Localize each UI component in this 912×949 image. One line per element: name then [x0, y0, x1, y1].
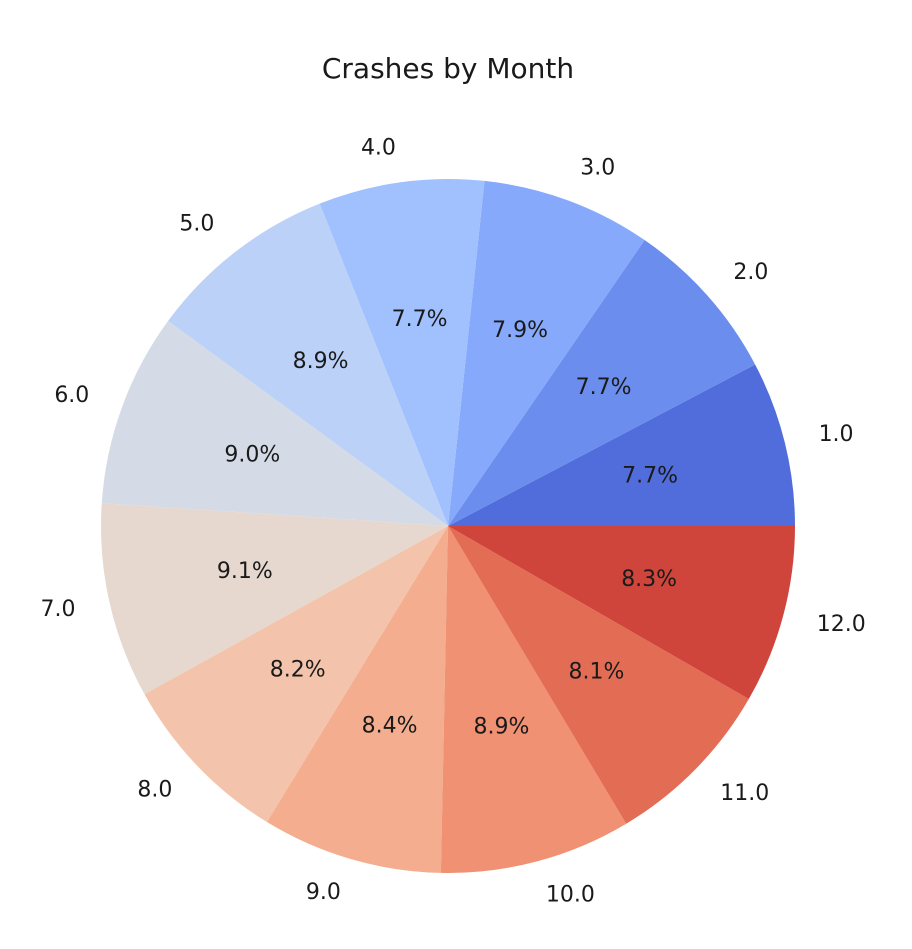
slice-percent-label: 7.9%: [492, 318, 548, 343]
slice-category-label: 10.0: [546, 882, 595, 907]
slice-percent-label: 7.7%: [622, 464, 678, 489]
slice-percent-label: 8.9%: [473, 715, 529, 740]
slice-category-label: 5.0: [179, 212, 214, 237]
slice-percent-label: 8.3%: [621, 567, 677, 592]
percent-labels: 7.7% 7.7% 7.9% 7.7% 8.9% 9.0% 9.1% 8.2% 8.4% 8.9%…: [217, 307, 678, 739]
slice-category-label: 6.0: [54, 383, 89, 408]
slice-category-label: 4.0: [361, 135, 396, 160]
pie-slice-10.0: [440, 526, 627, 873]
pie-slice-4.0: [319, 179, 485, 526]
slice-category-label: 7.0: [41, 597, 76, 622]
slice-percent-label: 9.0%: [224, 442, 280, 467]
slice-percent-label: 8.4%: [362, 713, 418, 738]
slice-percent-label: 8.2%: [270, 658, 326, 683]
pie-slice-8.0: [144, 526, 448, 823]
slice-percent-label: 7.7%: [576, 375, 632, 400]
pie-slice-7.0: [101, 503, 449, 695]
slice-category-label: 3.0: [580, 155, 615, 180]
slice-category-label: 2.0: [733, 260, 768, 285]
slice-category-label: 1.0: [819, 422, 854, 447]
pie-slice-5.0: [168, 203, 448, 526]
slice-percent-label: 8.9%: [293, 349, 349, 374]
pie-slice-12.0: [448, 526, 795, 700]
category-labels: 1.0 2.0 3.0 4.0 5.0 6.0 7.0 8.0 9.0 10.0 11.0 12.0: [41, 135, 866, 907]
pie-slice-9.0: [266, 526, 448, 873]
slice-percent-label: 8.1%: [569, 659, 625, 684]
pie-slice-11.0: [448, 526, 749, 824]
pie-slice-2.0: [448, 240, 756, 526]
slice-category-label: 12.0: [817, 612, 866, 637]
slice-percent-label: 9.1%: [217, 559, 273, 584]
pie-wedges: [101, 179, 795, 873]
slice-percent-label: 7.7%: [392, 307, 448, 332]
slice-category-label: 11.0: [720, 781, 769, 806]
slice-category-label: 8.0: [137, 778, 172, 803]
slice-category-label: 9.0: [306, 880, 341, 905]
chart-title: Crashes by Month: [322, 52, 574, 85]
pie-slice-6.0: [101, 320, 448, 526]
pie-slice-1.0: [448, 364, 795, 526]
pie-slice-3.0: [448, 180, 645, 527]
